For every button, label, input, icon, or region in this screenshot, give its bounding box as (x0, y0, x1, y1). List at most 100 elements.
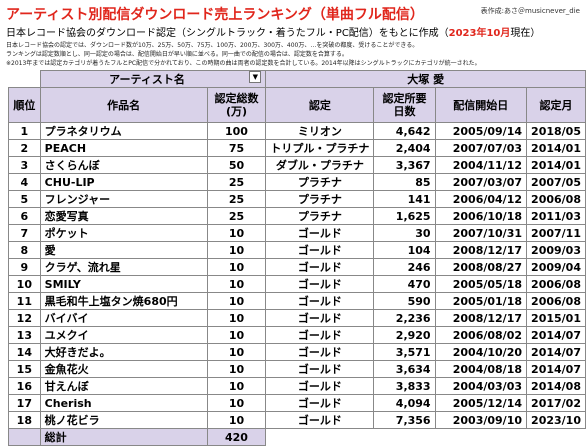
data-row: 16 甘えんぼ 10 ゴールド 3,833 2004/03/03 2014/08 (8, 377, 586, 395)
blank (265, 428, 586, 446)
cell: バイバイ (39, 309, 208, 327)
cell: プラチナ (265, 173, 375, 191)
cell: 10 (206, 275, 267, 293)
cell: ゴールド (265, 309, 375, 327)
cell: 2014/07 (526, 343, 586, 361)
cell: 50 (206, 156, 267, 174)
filter-row: アーティスト名 ▼ 大塚 愛 (8, 70, 586, 88)
note: ※2013年までは認定カテゴリが着うたフルとPC配信で分かれており、この時期の曲… (6, 60, 481, 67)
column-header: 配信開始日 (434, 87, 528, 123)
data-row: 14 大好きだよ。 10 ゴールド 3,571 2004/10/20 2014/07 (8, 343, 586, 361)
cell: 14 (8, 343, 41, 361)
cell: 2008/12/17 (434, 241, 528, 259)
column-header: 順位 (8, 87, 41, 123)
cell: 100 (206, 122, 267, 140)
cell: 甘えんぼ (39, 377, 208, 395)
cell: 2014/01 (526, 139, 586, 157)
cell: ポケット (39, 224, 208, 242)
cell: 15 (8, 360, 41, 378)
cell: フレンジャー (39, 190, 208, 208)
cell: 2004/08/18 (434, 360, 528, 378)
cell: 10 (206, 411, 267, 429)
cell: 黒毛和牛上塩タン焼680円 (39, 292, 208, 310)
cell: 2014/07 (526, 326, 586, 344)
title: アーティスト別配信ダウンロード売上ランキング（単曲フル配信） (6, 7, 424, 23)
data-row: 18 桃ノ花ビラ 10 ゴールド 7,356 2003/09/10 2023/10 (8, 411, 586, 429)
cell: 2007/10/31 (434, 224, 528, 242)
data-row: 7 ポケット 10 ゴールド 30 2007/10/31 2007/11 (8, 224, 586, 242)
cell: 18 (8, 411, 41, 429)
cell: 2,404 (373, 139, 436, 157)
cell: ダブル・プラチナ (265, 156, 375, 174)
subtitle-text: 日本レコード協会のダウンロード認定（シングルトラック・着うたフル・PC配信）をも… (6, 28, 449, 39)
column-header: 認定月 (526, 87, 586, 123)
cell: 4,642 (373, 122, 436, 140)
filter-value: 大塚 愛 (265, 70, 586, 88)
cell: 大好きだよ。 (39, 343, 208, 361)
cell: 2004/03/03 (434, 377, 528, 395)
cell: 2009/04 (526, 258, 586, 276)
cell: 3,634 (373, 360, 436, 378)
cell: 2005/01/18 (434, 292, 528, 310)
cell: トリプル・プラチナ (265, 139, 375, 157)
cell: 2006/08 (526, 292, 586, 310)
cell: ゴールド (265, 292, 375, 310)
data-row: 5 フレンジャー 25 プラチナ 141 2006/04/12 2006/08 (8, 190, 586, 208)
cell: 10 (8, 275, 41, 293)
cell: 10 (206, 224, 267, 242)
cell: 2018/05 (526, 122, 586, 140)
cell: 2,920 (373, 326, 436, 344)
cell: プラネタリウム (39, 122, 208, 140)
cell: 141 (373, 190, 436, 208)
data-row: 15 金魚花火 10 ゴールド 3,634 2004/08/18 2014/07 (8, 360, 586, 378)
cell: 2006/10/18 (434, 207, 528, 225)
cell: ゴールド (265, 241, 375, 259)
cell: 11 (8, 292, 41, 310)
cell: 10 (206, 292, 267, 310)
cell: ゴールド (265, 411, 375, 429)
cell: 桃ノ花ビラ (39, 411, 208, 429)
data-row: 8 愛 10 ゴールド 104 2008/12/17 2009/03 (8, 241, 586, 259)
cell: Cherish (39, 394, 208, 412)
cell: 恋愛写真 (39, 207, 208, 225)
data-row: 4 CHU-LIP 25 プラチナ 85 2007/03/07 2007/05 (8, 173, 586, 191)
cell: 2006/08 (526, 190, 586, 208)
total-value: 420 (206, 428, 267, 446)
cell: 10 (206, 394, 267, 412)
filter-button[interactable]: ▼ (249, 71, 262, 83)
cell: 2006/04/12 (434, 190, 528, 208)
total-label: 総計 (39, 428, 208, 446)
data-row: 9 クラゲ、流れ星 10 ゴールド 246 2008/08/27 2009/04 (8, 258, 586, 276)
cell: 10 (206, 326, 267, 344)
cell: ゴールド (265, 326, 375, 344)
cell: 30 (373, 224, 436, 242)
cell: ゴールド (265, 377, 375, 395)
cell: 1,625 (373, 207, 436, 225)
cell: 3,833 (373, 377, 436, 395)
cell: 7 (8, 224, 41, 242)
cell: さくらんぼ (39, 156, 208, 174)
cell: ユメクイ (39, 326, 208, 344)
cell: 246 (373, 258, 436, 276)
cell: 8 (8, 241, 41, 259)
cell: 2007/11 (526, 224, 586, 242)
cell: 2 (8, 139, 41, 157)
column-header: 認定総数 (万) (206, 87, 267, 123)
cell: 1 (8, 122, 41, 140)
cell: 25 (206, 190, 267, 208)
cell: 2009/03 (526, 241, 586, 259)
ranking-table: アーティスト名 ▼ 大塚 愛 順位 作品名 認定総数 (万) 認定 認定所要 日数 配信開始… (8, 70, 586, 446)
total-row: 総計 420 (8, 428, 586, 446)
cell: 2006/08 (526, 275, 586, 293)
cell: 2014/08 (526, 377, 586, 395)
cell: ゴールド (265, 360, 375, 378)
cell: 2003/09/10 (434, 411, 528, 429)
cell: 2014/01 (526, 156, 586, 174)
cell: ゴールド (265, 275, 375, 293)
cell: ゴールド (265, 224, 375, 242)
cell: 2007/07/03 (434, 139, 528, 157)
cell: 金魚花火 (39, 360, 208, 378)
cell: 104 (373, 241, 436, 259)
cell: 2014/07 (526, 360, 586, 378)
cell: 愛 (39, 241, 208, 259)
